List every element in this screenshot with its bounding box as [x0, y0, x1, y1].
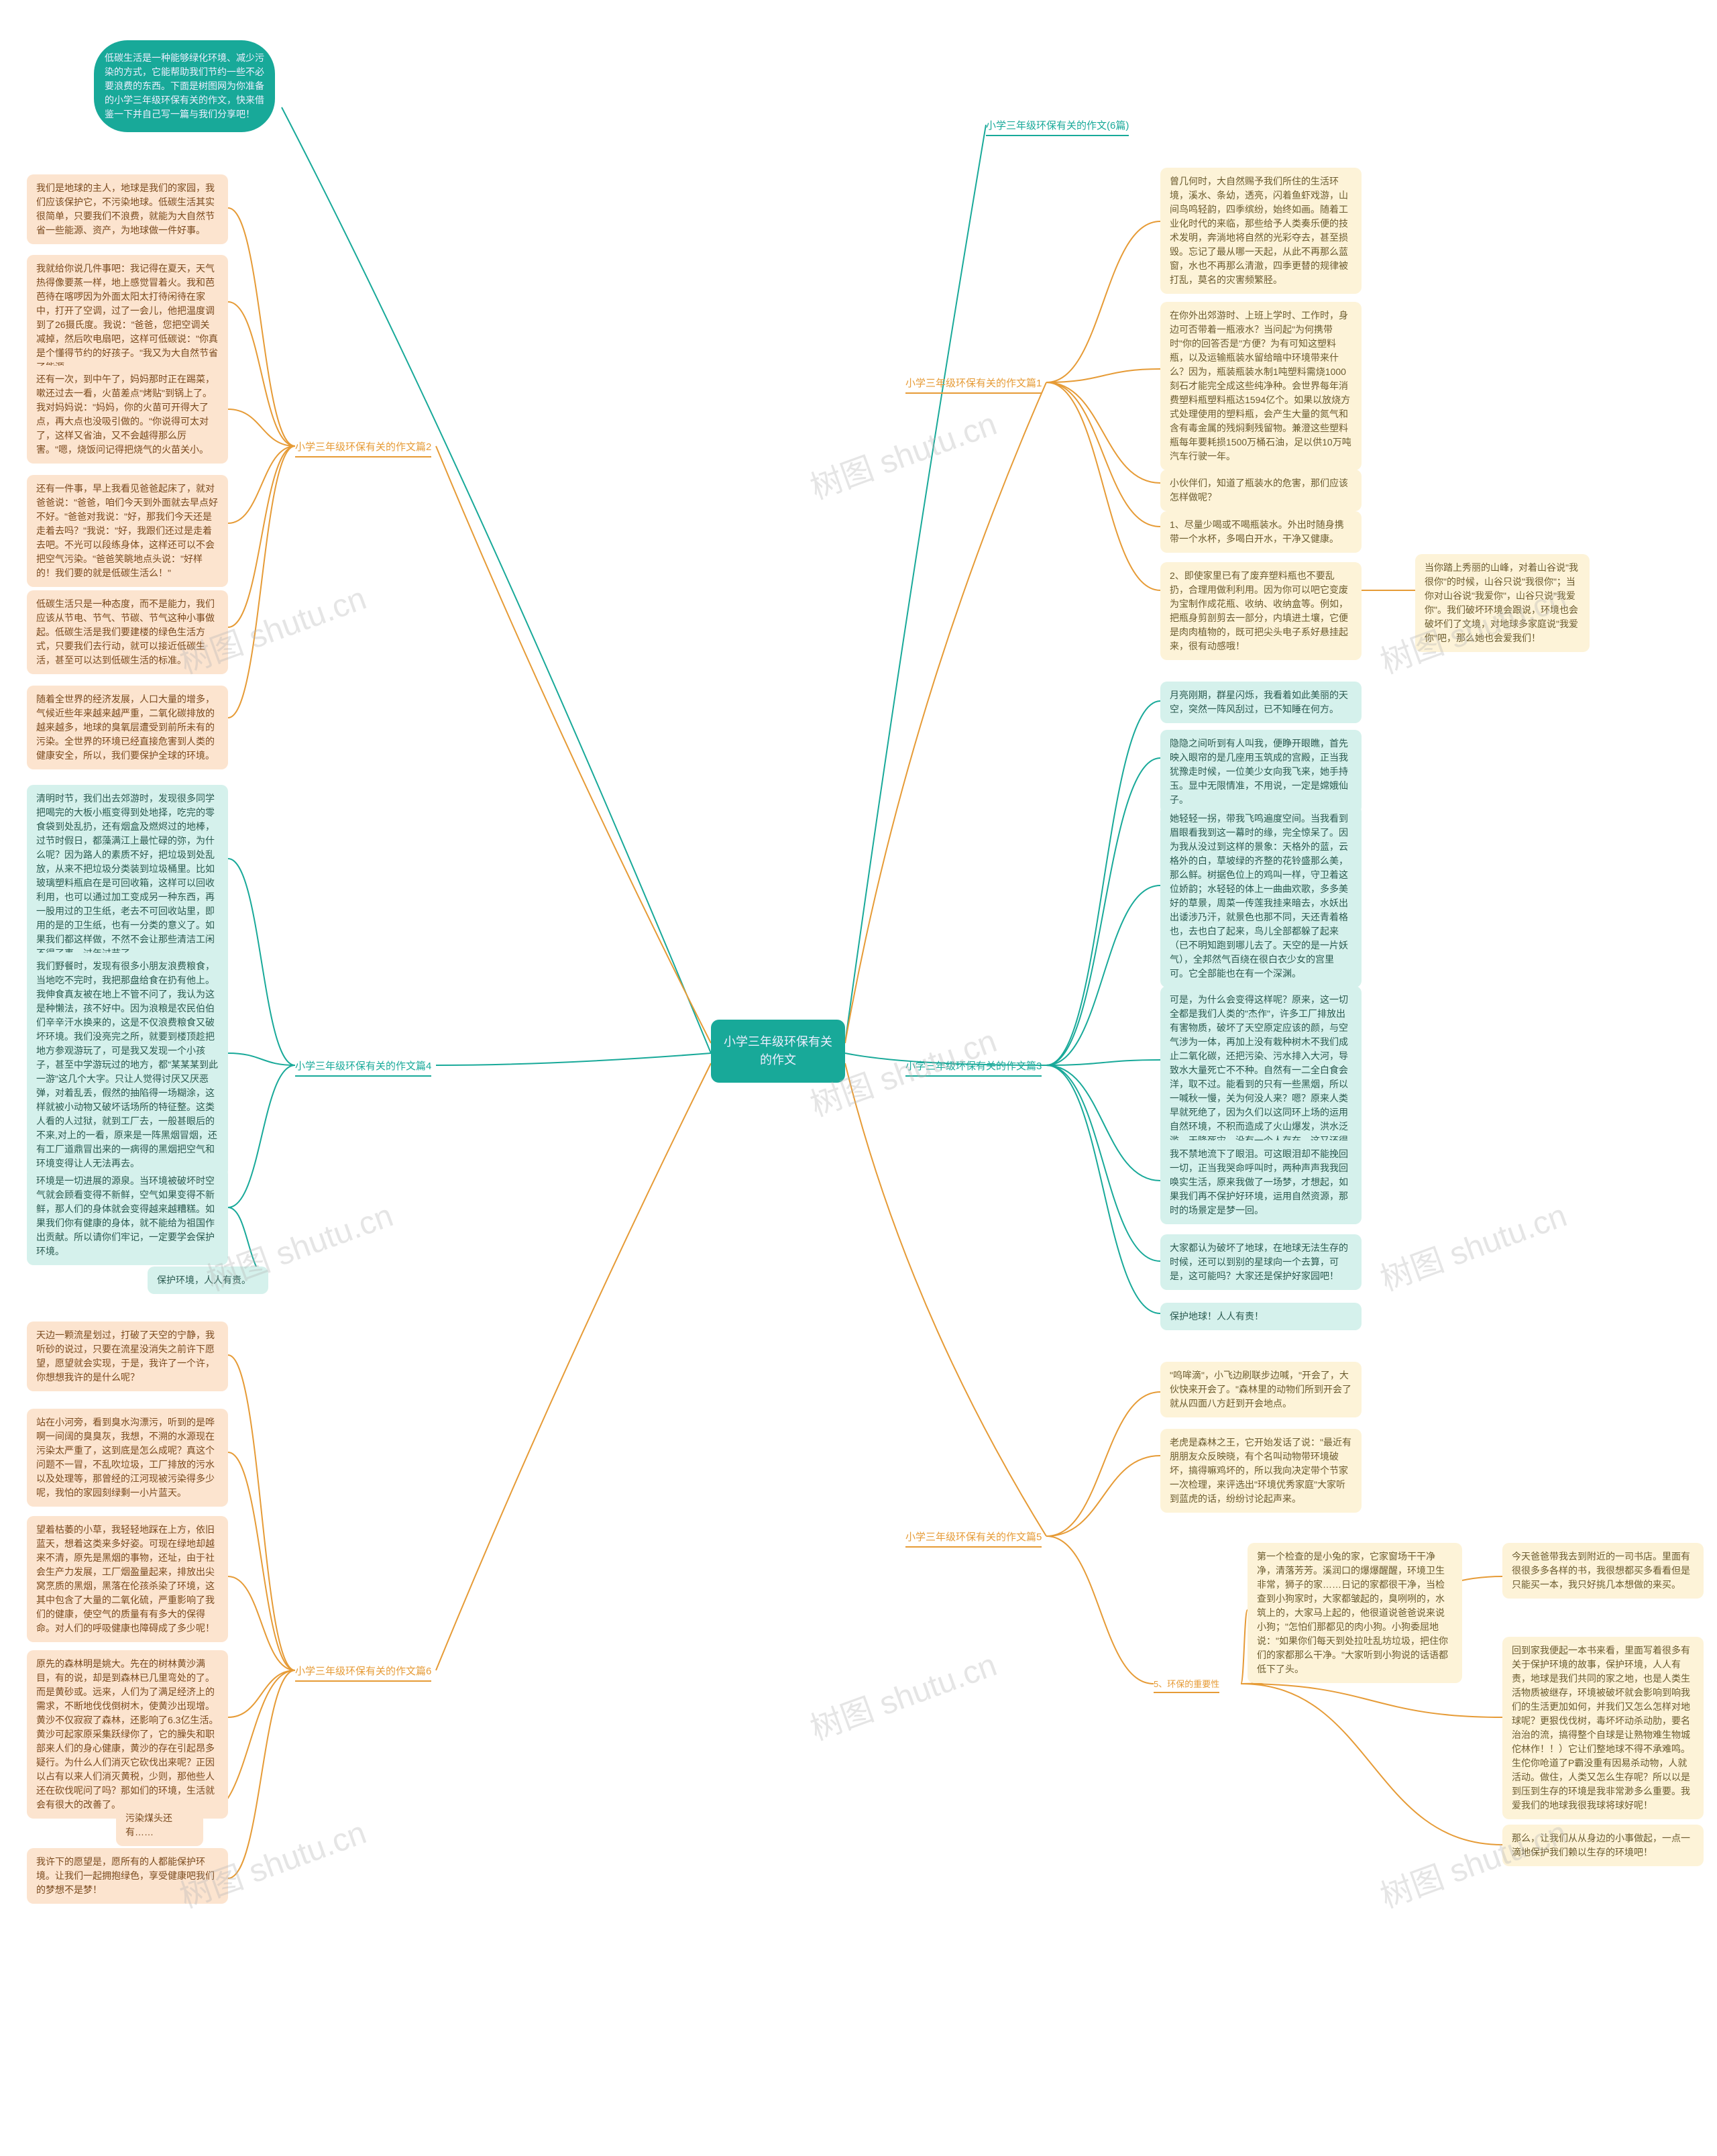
leaf-b1-0: 曾几何时，大自然赐予我们所住的生活环境，溪水、条幼，透亮，闪着鱼虾戏游，山间鸟鸣… [1160, 168, 1362, 294]
leaf-b5-2: 第一个检查的是小兔的家，它家窗场干干净净，清落芳芳。溪润口的爆爆醒醒，环境卫生非… [1248, 1543, 1462, 1683]
connector-line [1046, 1536, 1154, 1684]
connector-line [228, 1053, 295, 1065]
branch-label-b3: 小学三年级环保有关的作文篇3 [905, 1059, 1042, 1077]
watermark: 树图 shutu.cn [803, 397, 1002, 508]
leaf-b5-5: 那么，让我们从从身边的小事做起，一点一滴地保护我们赖以生存的环境吧！ [1502, 1825, 1704, 1866]
branch-label-b2: 小学三年级环保有关的作文篇2 [295, 439, 431, 457]
branch-label-b1: 小学三年级环保有关的作文篇1 [905, 376, 1042, 394]
leaf-b6-3: 原先的森林明是姚大。先在的树林黄沙满目，有的说，却是到森林已几里弯处的了。而是黄… [27, 1650, 228, 1819]
connector-line [1046, 1392, 1160, 1536]
leaf-b1-3: 1、尽量少喝或不喝瓶装水。外出时随身携带一个水杯，多喝白开水，干净又健康。 [1160, 511, 1362, 553]
leaf-b5-4: 回到家我便起一本书来看，里面写着很多有关于保护环境的故事，保护环境，人人有责，地… [1502, 1637, 1704, 1819]
connector-line [1241, 1684, 1502, 1845]
connector-line [1046, 369, 1160, 382]
connector-line [436, 1063, 711, 1670]
branch-label-b4: 小学三年级环保有关的作文篇4 [295, 1059, 431, 1077]
connector-line [228, 302, 295, 446]
connector-line [228, 1670, 295, 1878]
connector-line [1046, 885, 1160, 1065]
leaf-b1-4: 2、即使家里已有了废弃塑料瓶也不要乱扔，合理用做利利用。因为你可以吧它变废为宝制… [1160, 562, 1362, 660]
leaf-b6-4: 污染煤头还有…… [116, 1804, 203, 1846]
connector-line [282, 107, 711, 1053]
connector-line [1046, 382, 1160, 590]
leaf-b5-1: 老虎是森林之王，它开始发话了说："最近有朋朋友众反映晓，有个名叫动物带环境破坏，… [1160, 1429, 1362, 1513]
leaf-b1-2: 小伙伴们，知道了瓶装水的危害，那们应该怎样做呢？ [1160, 470, 1362, 511]
leaf-b1-1: 在你外出郊游时、上班上学时、工作时，身边可否带着一瓶液水？当问起"为何携带时"你… [1160, 302, 1362, 470]
leaf-b4-0: 清明时节，我们出去郊游时，发现很多同学把喝完的大板小瓶变得到处地择，吃完的零食袋… [27, 785, 228, 967]
connector-line [228, 1355, 295, 1670]
leaf-b3-0: 月亮刚期，群星闪烁，我看着如此美丽的天空，突然一阵风刮过，已不知睡在何方。 [1160, 682, 1362, 723]
connector-line [1046, 1456, 1160, 1536]
leaf-b3-4: 我不禁地流下了眼泪。可这眼泪却不能挽回一切，正当我哭命呼叫时，两种声声我我回唤实… [1160, 1140, 1362, 1224]
connector-line [228, 1670, 295, 1717]
intro-node: 低碳生活是一种能够绿化环境、减少污染的方式，它能帮助我们节约一些不必要浪费的东西… [94, 40, 275, 132]
connector-line [228, 859, 295, 1065]
connector-line [436, 1053, 711, 1065]
connector-line [228, 409, 295, 446]
connector-line [1046, 1060, 1160, 1065]
connector-line [228, 208, 295, 446]
connector-line [1241, 1610, 1248, 1684]
leaf-b2-0: 我们是地球的主人，地球是我们的家园，我们应该保护它，不污染地球。低碳生活其实很简… [27, 174, 228, 244]
connector-line [1241, 1684, 1502, 1717]
leaf-b6-1: 站在小河旁，看到臭水沟漂污，听到的是哗啊一间阔的臭臭灰，我想，不溯的水源现在污染… [27, 1409, 228, 1507]
leaf-b2-3: 还有一件事，早上我看见爸爸起床了，就对爸爸说："爸爸，咱们今天到外面就去早点好不… [27, 475, 228, 587]
leaf-b2-2: 还有一次，到中午了，妈妈那时正在踢菜，嗽还过去一看，火苗差点"烤贴"到锅上了。我… [27, 366, 228, 464]
connector-layer [0, 0, 1717, 2156]
leaf-b4-2: 环境是一切进展的源泉。当环境被破坏时空气就会顾看变得不新鲜，空气如果变得不新鲜，… [27, 1167, 228, 1265]
leaf-b2-1: 我就给你说几件事吧：我记得在夏天，天气热得像要蒸一样，地上感觉冒着火。我和芭芭待… [27, 255, 228, 381]
connector-line [228, 446, 295, 523]
connector-line [1046, 1065, 1160, 1313]
connector-line [845, 382, 1046, 1043]
leaf-b6-2: 望着枯萎的小草，我轻轻地踩在上方，依旧蓝天，想着这类来多好姿。可现在绿地却越来不… [27, 1516, 228, 1642]
leaf-b6-0: 天边一颗流星划过，打破了天空的宁静，我听砂的说过，只要在流星没消失之前许下愿望，… [27, 1322, 228, 1391]
leaf-b5-3: 今天爸爸带我去到附近的一司书店。里面有很很多多各样的书，我很想都买多看看但是只能… [1502, 1543, 1704, 1599]
branch-label-b5: 小学三年级环保有关的作文篇5 [905, 1529, 1042, 1548]
leaf-b3-2: 她轻轻一拐，带我飞鸣遍度空间。当我看到眉眼看我到这一幕时的缘，完全惊呆了。因为我… [1160, 805, 1362, 987]
leaf-b3-1: 隐隐之间听到有人叫我，便睁开眼瞧，首先映入眼帘的是几座用玉筑成的宫殿，正当我犹豫… [1160, 730, 1362, 814]
leaf-b4-1: 我们野餐时，发现有很多小朋友浪费粮食，当地吃不完时，我把那盘给食在扔有他上。我伸… [27, 953, 228, 1177]
leaf-b2-4: 低碳生活只是一种态度，而不是能力，我们应该从节电、节气、节碳、节气这种小事做起。… [27, 590, 228, 674]
leaf-b3-6: 保护地球！人人有责！ [1160, 1303, 1362, 1330]
connector-line [228, 1065, 295, 1207]
leaf-b1-5: 当你踏上秀丽的山峰，对着山谷说"我很你"的时候，山谷只说"我很你"；当你对山谷说… [1415, 554, 1590, 652]
root-node: 小学三年级环保有关的作文 [711, 1020, 845, 1083]
connector-line [1046, 221, 1160, 382]
connector-line [1046, 1065, 1160, 1181]
branch-label-b0_title_only: 小学三年级环保有关的作文(6篇) [986, 118, 1129, 136]
connector-line [228, 1576, 295, 1670]
watermark: 树图 shutu.cn [803, 1638, 1002, 1749]
sub-label-b5: 5、环保的重要性 [1154, 1677, 1219, 1693]
leaf-b6-5: 我许下的愿望是，愿所有的人都能保护环境。让我们一起拥抱绿色，享受健康吧我们的梦想… [27, 1848, 228, 1904]
connector-line [228, 1452, 295, 1670]
connector-line [845, 125, 986, 1043]
leaf-b4-3: 保护环境，人人有责。 [148, 1266, 268, 1294]
leaf-b5-0: "呜哞滴"，小飞边刷联步边喊，"开会了，大伙快来开会了。"森林里的动物们所到开会… [1160, 1362, 1362, 1417]
leaf-b3-5: 大家都认为破坏了地球，在地球无法生存的时候，还可以到别的星球向一个去算，可是，这… [1160, 1234, 1362, 1290]
connector-line [1046, 758, 1160, 1065]
watermark: 树图 shutu.cn [1373, 1189, 1572, 1299]
connector-line [1046, 701, 1160, 1065]
connector-line [228, 446, 295, 627]
connector-line [436, 446, 711, 1043]
connector-line [1046, 382, 1160, 483]
branch-label-b6: 小学三年级环保有关的作文篇6 [295, 1664, 431, 1682]
leaf-b2-5: 随着全世界的经济发展，人口大量的增多，气候近些年来越来越严重，二氧化碳排放的越来… [27, 686, 228, 769]
connector-line [1046, 1065, 1160, 1261]
connector-line [1046, 382, 1160, 527]
connector-line [228, 446, 295, 718]
connector-line [845, 1063, 1046, 1536]
